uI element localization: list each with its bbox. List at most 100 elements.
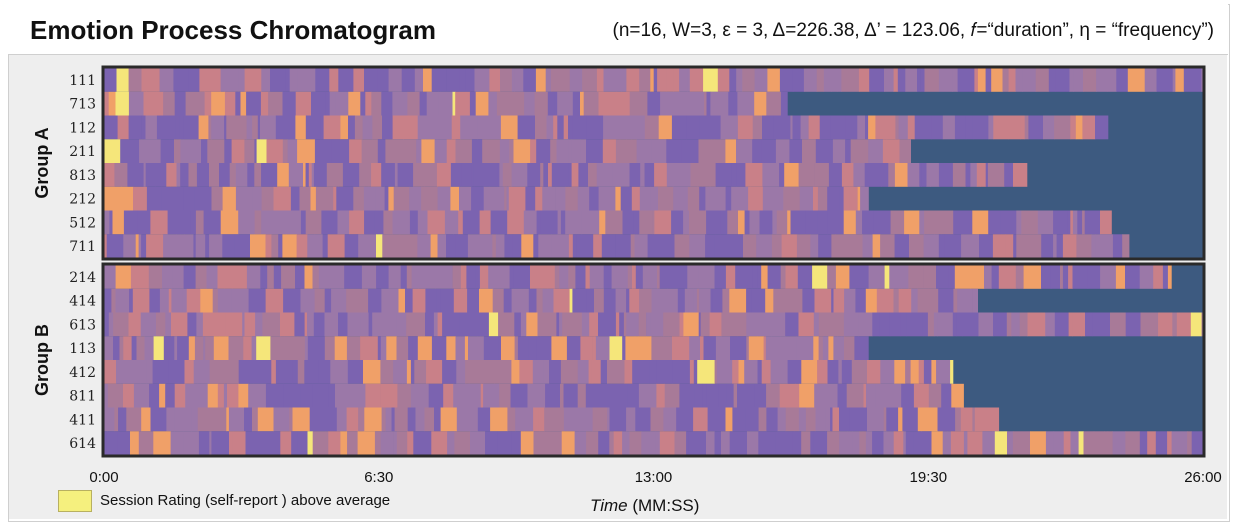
state-segment — [889, 265, 902, 289]
state-segment — [666, 139, 683, 164]
state-segment — [205, 234, 210, 259]
state-segment — [204, 91, 212, 116]
state-segment — [207, 383, 219, 408]
state-segment — [1081, 312, 1086, 337]
state-segment — [430, 234, 438, 259]
state-segment — [586, 115, 604, 140]
state-segment — [841, 360, 853, 384]
state-segment — [974, 68, 979, 92]
group-label-1: Group A — [32, 127, 52, 198]
state-segment — [224, 265, 233, 289]
state-segment — [1072, 265, 1089, 289]
state-segment — [825, 407, 831, 432]
state-segment — [671, 115, 687, 140]
state-segment — [115, 265, 132, 289]
state-segment — [635, 265, 644, 289]
state-segment — [444, 210, 454, 235]
state-segment — [234, 234, 251, 259]
state-segment — [752, 265, 758, 289]
state-segment — [349, 139, 363, 164]
state-segment — [563, 407, 580, 432]
state-segment — [885, 383, 902, 408]
state-segment — [546, 115, 554, 140]
state-segment — [364, 68, 378, 92]
state-segment — [199, 163, 210, 187]
state-segment — [354, 115, 363, 140]
state-segment — [436, 163, 452, 187]
state-segment — [228, 407, 245, 432]
state-segment — [1030, 431, 1047, 456]
state-segment — [282, 234, 297, 259]
state-segment — [277, 163, 290, 187]
state-segment — [563, 115, 569, 140]
state-segment — [1147, 431, 1157, 456]
state-segment — [880, 234, 895, 259]
state-segment — [544, 407, 548, 432]
state-segment — [104, 360, 117, 384]
state-segment — [325, 91, 331, 116]
state-segment — [231, 139, 245, 164]
state-segment — [746, 336, 750, 361]
state-segment — [137, 210, 151, 235]
state-segment — [295, 91, 312, 116]
state-segment — [428, 383, 444, 408]
state-segment — [780, 265, 786, 289]
state-segment — [1076, 234, 1092, 259]
state-segment — [1096, 68, 1108, 92]
state-segment — [766, 91, 782, 116]
state-segment — [279, 115, 296, 140]
state-segment — [839, 186, 844, 211]
state-segment — [595, 383, 612, 408]
state-segment — [533, 407, 540, 432]
state-segment — [765, 336, 781, 361]
state-segment — [437, 186, 451, 211]
state-segment — [252, 186, 262, 211]
state-segment — [693, 360, 698, 384]
state-segment — [408, 336, 413, 361]
state-segment — [972, 210, 989, 235]
state-segment — [574, 431, 587, 456]
state-segment — [689, 210, 707, 235]
state-segment — [941, 383, 952, 408]
state-segment — [556, 139, 569, 164]
state-segment — [140, 360, 147, 384]
state-segment — [307, 312, 315, 337]
state-segment — [703, 68, 719, 92]
state-segment — [661, 336, 669, 361]
state-segment — [118, 407, 127, 432]
state-segment — [409, 210, 419, 235]
state-segment — [900, 312, 907, 337]
state-segment — [839, 431, 848, 456]
state-segment — [394, 163, 399, 187]
state-segment — [1053, 431, 1065, 456]
state-segment — [560, 210, 566, 235]
state-segment — [357, 431, 365, 456]
state-segment — [192, 139, 202, 164]
state-segment — [209, 431, 212, 456]
state-segment — [156, 91, 164, 116]
state-segment — [833, 288, 845, 313]
state-segment — [513, 265, 531, 289]
state-segment — [827, 360, 839, 384]
state-segment — [982, 431, 996, 456]
state-segment — [297, 431, 308, 456]
state-segment — [163, 91, 176, 116]
state-segment — [914, 115, 932, 140]
state-segment — [117, 115, 121, 140]
state-segment — [1027, 312, 1046, 337]
state-segment — [417, 234, 431, 259]
state-segment — [907, 163, 920, 187]
state-segment — [817, 210, 828, 235]
state-segment — [123, 336, 132, 361]
state-segment — [434, 186, 439, 211]
state-segment — [243, 336, 253, 361]
state-segment — [578, 163, 589, 187]
state-segment — [517, 336, 530, 361]
state-segment — [235, 186, 253, 211]
state-segment — [557, 210, 562, 235]
state-segment — [829, 312, 838, 337]
state-segment — [699, 115, 712, 140]
state-segment — [938, 163, 954, 187]
state-segment — [852, 431, 860, 456]
state-segment — [406, 312, 423, 337]
